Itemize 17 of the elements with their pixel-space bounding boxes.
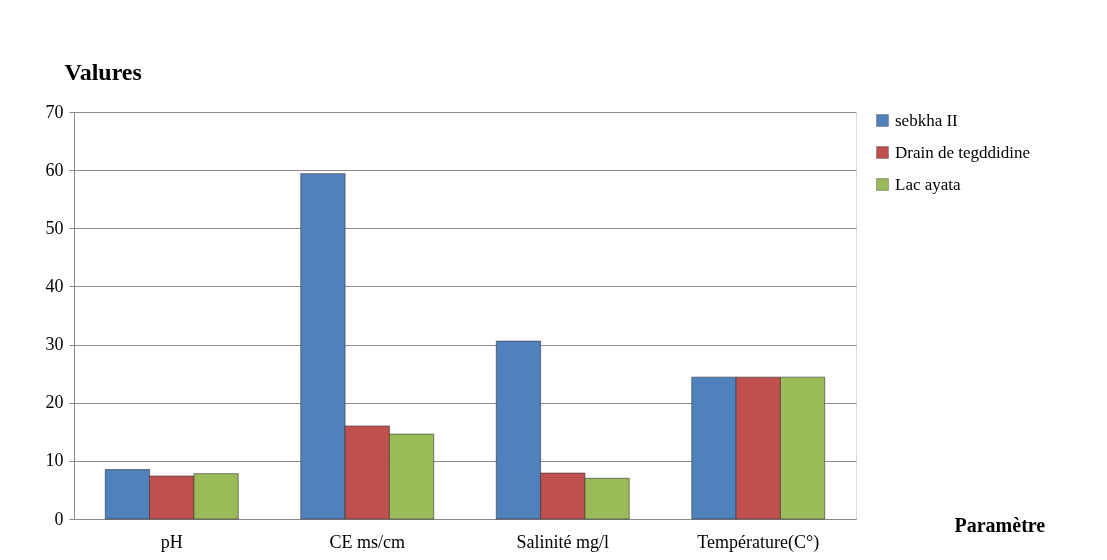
y-tick-label: 30 [45, 334, 64, 355]
y-tick-label: 40 [45, 275, 64, 296]
y-tick-label: 70 [45, 101, 64, 122]
legend-label: sebkha II [895, 110, 959, 130]
x-tick-label: pH [160, 531, 183, 552]
legend-label: Lac ayata [895, 174, 962, 194]
legend-label: Drain de tegddidine [895, 142, 1031, 162]
y-axis-title: Valures [64, 58, 142, 85]
y-tick-label: 0 [54, 508, 64, 529]
x-tick-label: Température(C°) [697, 531, 820, 553]
y-tick-label: 50 [45, 217, 64, 238]
y-tick-label: 20 [45, 392, 64, 413]
x-axis-title: Paramètre [954, 513, 1046, 536]
x-tick-label: CE ms/cm [329, 531, 405, 552]
y-tick-label: 10 [45, 450, 64, 471]
x-tick-label: Salinité mg/l [516, 531, 609, 552]
y-tick-label: 60 [45, 159, 64, 180]
